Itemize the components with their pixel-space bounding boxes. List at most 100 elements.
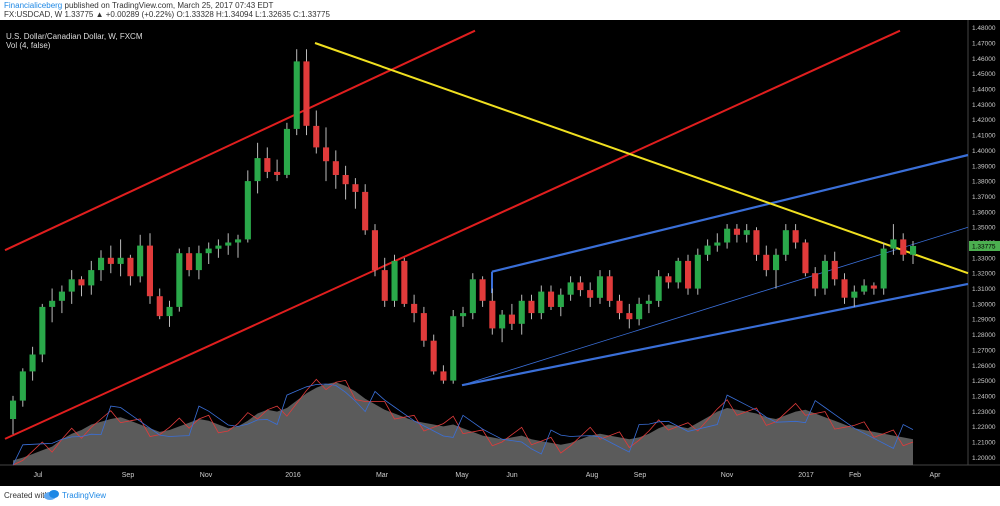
price-tick-label: 1.37000 — [972, 194, 996, 201]
price-tick-label: 1.38000 — [972, 179, 996, 186]
candle-body — [303, 61, 310, 126]
time-tick-label: Nov — [200, 472, 213, 479]
candle-body — [831, 260, 838, 280]
price-tick-label: 1.32000 — [972, 271, 996, 278]
time-tick-label: Mar — [376, 472, 389, 479]
candle-body — [342, 175, 349, 185]
price-tick-label: 1.21000 — [972, 440, 996, 447]
candle-body — [274, 171, 281, 175]
candle-body — [450, 316, 457, 381]
price-tick-label: 1.24000 — [972, 393, 996, 400]
candle-body — [489, 300, 496, 329]
candle-body — [812, 273, 819, 289]
candle-body — [704, 245, 711, 255]
price-tick-label: 1.46000 — [972, 56, 996, 63]
price-tick-label: 1.26000 — [972, 363, 996, 370]
time-tick-label: May — [455, 472, 469, 479]
price-tick-label: 1.42000 — [972, 117, 996, 124]
candle-body — [107, 257, 114, 264]
time-tick-label: Jun — [506, 472, 517, 479]
candle-body — [557, 294, 564, 307]
price-tick-label: 1.30000 — [972, 301, 996, 308]
candle-body — [880, 248, 887, 289]
candle-body — [215, 245, 222, 249]
time-tick-label: Sep — [634, 472, 647, 479]
price-tick-label: 1.28000 — [972, 332, 996, 339]
candle-body — [205, 248, 212, 254]
candle-body — [460, 313, 467, 317]
candle-body — [254, 158, 261, 182]
candle-body — [371, 230, 378, 271]
candle-body — [714, 242, 721, 246]
candle-body — [98, 257, 105, 271]
price-tick-label: 1.33000 — [972, 255, 996, 262]
candle-body — [440, 371, 447, 381]
price-tick-label: 1.47000 — [972, 41, 996, 48]
time-tick-label: Nov — [721, 472, 734, 479]
candle-body — [538, 291, 545, 314]
candle-body — [870, 285, 877, 289]
candle-body — [19, 371, 26, 401]
candle-body — [626, 313, 633, 320]
candle-body — [587, 290, 594, 298]
time-tick-label: Feb — [849, 472, 861, 479]
volume-line-red — [12, 378, 914, 466]
candle-body — [264, 158, 271, 172]
candle-body — [68, 279, 75, 292]
legend-volume: Vol (4, false) — [6, 41, 51, 50]
candle-body — [528, 300, 535, 314]
candle-body — [606, 276, 613, 301]
candle-body — [117, 257, 124, 264]
price-tick-label: 1.48000 — [972, 25, 996, 32]
candle-body — [58, 291, 65, 301]
candle-body — [763, 254, 770, 271]
price-tick-label: 1.31000 — [972, 286, 996, 293]
candle-body — [352, 184, 359, 192]
candle-body — [655, 276, 662, 301]
time-tick-label: 2017 — [798, 472, 814, 479]
candle-body — [88, 270, 95, 286]
time-tick-label: Aug — [586, 472, 599, 479]
header-bar: Financialiceberg published on TradingVie… — [0, 0, 1000, 20]
candle-body — [49, 300, 56, 307]
candle-body — [499, 314, 506, 329]
candle-body — [235, 239, 242, 243]
price-tick-label: 1.27000 — [972, 347, 996, 354]
candle-body — [323, 147, 330, 162]
candle-body — [176, 253, 183, 307]
created-with-text: Created with — [4, 491, 49, 500]
tradingview-brand[interactable]: TradingView — [62, 491, 107, 500]
price-tick-label: 1.43000 — [972, 102, 996, 109]
candle-body — [195, 253, 202, 271]
candle-body — [127, 257, 134, 277]
candle-body — [694, 254, 701, 289]
red-channel-upper-line — [4, 29, 476, 252]
blue-channel-lower-line — [461, 282, 969, 387]
candle-body — [675, 260, 682, 283]
chart-canvas[interactable]: 1.48000 1.47000 1.46000 1.45000 1.44000 1.430… — [0, 20, 1000, 486]
candle-body — [577, 282, 584, 291]
symbol-quote-line: FX:USDCAD, W 1.33775 ▲ +0.00289 (+0.22%)… — [4, 10, 330, 19]
candle-body — [890, 239, 897, 249]
candle-body — [685, 260, 692, 289]
candle-body — [910, 246, 917, 255]
price-tick-label: 1.22000 — [972, 424, 996, 431]
candle-body — [773, 254, 780, 271]
price-tick-label: 1.39000 — [972, 163, 996, 170]
candle-body — [802, 242, 809, 274]
candle-body — [411, 303, 418, 314]
candle-body — [146, 245, 153, 297]
candle-body — [636, 303, 643, 320]
author-name[interactable]: Financialiceberg — [4, 1, 63, 10]
legend-symbol: U.S. Dollar/Canadian Dollar, W, FXCM — [6, 32, 143, 41]
time-tick-label: Apr — [930, 472, 942, 479]
price-tick-label: 1.40000 — [972, 148, 996, 155]
candle-body — [479, 279, 486, 301]
published-line: Financialiceberg published on TradingVie… — [4, 1, 273, 10]
candle-body — [548, 291, 555, 307]
candle-body — [78, 279, 85, 286]
tradingview-logo-icon — [44, 490, 59, 500]
candle-body — [293, 61, 300, 129]
candle-body — [743, 230, 750, 235]
